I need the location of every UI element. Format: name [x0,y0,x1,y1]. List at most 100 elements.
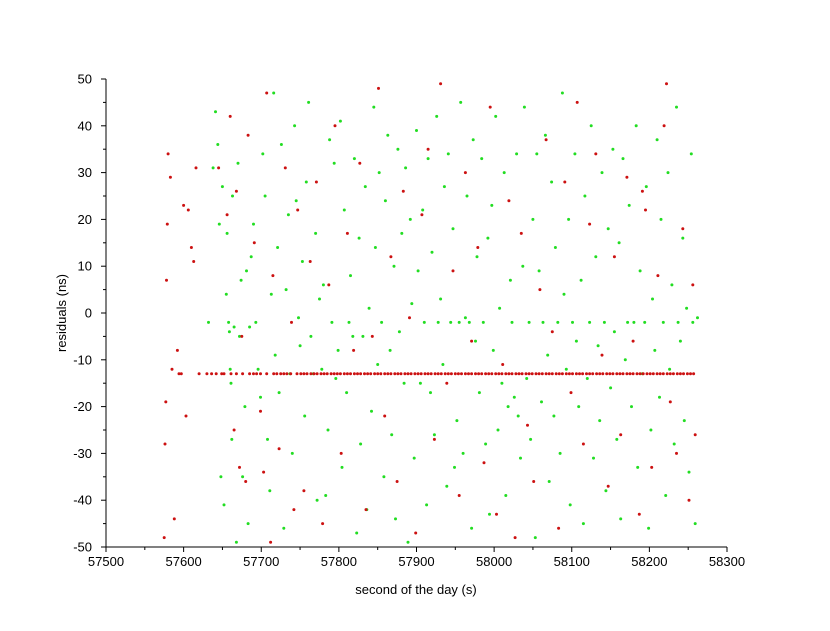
green-data-point [340,465,344,469]
green-data-point [332,161,336,165]
red-data-point [265,91,269,95]
green-data-point [425,503,429,507]
red-data-point [312,372,316,376]
green-data-point [234,540,238,544]
red-data-point [595,372,599,376]
green-data-point [217,222,221,226]
green-data-point [531,217,535,221]
red-data-point [689,372,692,376]
green-data-point [290,451,294,455]
red-data-point [671,372,675,376]
red-data-point [606,484,610,488]
green-data-point [380,320,384,324]
red-data-point [186,208,190,212]
red-data-point [238,465,241,469]
green-data-point [653,348,657,352]
green-data-point [581,522,585,526]
green-data-point [439,297,443,301]
red-data-point [682,372,685,376]
red-data-point [406,372,410,376]
red-data-point [487,372,491,376]
green-data-point [232,325,236,329]
red-data-point [594,152,598,156]
red-data-point [453,372,457,376]
green-data-point [611,147,615,151]
red-data-point [648,372,652,376]
red-data-point [175,348,179,352]
red-data-point [299,372,303,376]
green-data-point [303,414,307,418]
red-data-point [588,222,592,226]
green-data-point [421,208,425,212]
red-data-point [246,133,250,137]
x-tick-label: 58200 [631,554,667,569]
green-data-point [516,414,520,418]
red-data-point [557,372,561,376]
green-data-point [649,428,653,432]
green-data-point [574,339,578,343]
green-data-point [402,381,406,385]
green-data-point [606,227,610,231]
red-data-point [333,124,337,128]
red-data-point [685,372,689,376]
red-data-point [494,372,498,376]
green-data-point [259,395,262,399]
red-data-point [366,372,370,376]
green-data-point [307,100,311,104]
green-data-point [474,339,477,343]
green-data-point [596,344,600,348]
green-data-point [315,498,319,502]
red-data-point [290,320,293,324]
red-data-point [608,372,612,376]
green-data-point [370,409,373,413]
green-data-point [461,451,465,455]
green-data-point [560,91,564,95]
red-data-point [168,175,172,179]
red-data-point [373,372,377,376]
red-data-point [302,489,306,493]
green-data-point [664,494,668,497]
green-data-point [324,494,328,497]
red-data-point [296,208,300,212]
red-data-point [309,372,313,376]
green-data-point [533,536,537,540]
green-data-point [457,320,461,324]
red-data-point [585,372,588,376]
red-data-point [591,372,595,376]
green-data-point [594,255,598,259]
red-data-point [641,372,645,376]
red-data-point [194,166,198,170]
red-data-point [232,428,236,432]
red-data-point [189,246,193,249]
red-data-point [470,372,474,376]
green-data-point [392,264,396,268]
red-data-point [497,372,501,376]
green-data-point [693,522,697,526]
green-data-point [696,316,699,320]
green-data-point [377,171,381,175]
green-data-point [214,110,217,114]
green-data-point [222,503,226,507]
green-data-point [571,320,574,324]
data-points [162,82,699,544]
red-data-point [308,260,312,263]
red-data-point [544,138,548,142]
red-data-point [571,372,574,376]
green-data-point [432,433,436,437]
red-data-point [520,372,524,376]
green-data-point [441,363,445,366]
green-data-point [297,316,300,320]
red-data-point [467,372,470,376]
red-data-point [259,409,262,413]
red-data-point [240,334,244,338]
red-data-point [569,391,573,395]
red-data-point [581,372,585,376]
green-data-point [404,166,408,170]
green-data-point [376,363,380,366]
red-data-point [179,372,183,376]
red-data-point [414,531,418,535]
green-data-point [521,264,525,268]
green-data-point [396,147,400,151]
green-data-point [598,419,602,423]
green-data-point [512,395,516,399]
